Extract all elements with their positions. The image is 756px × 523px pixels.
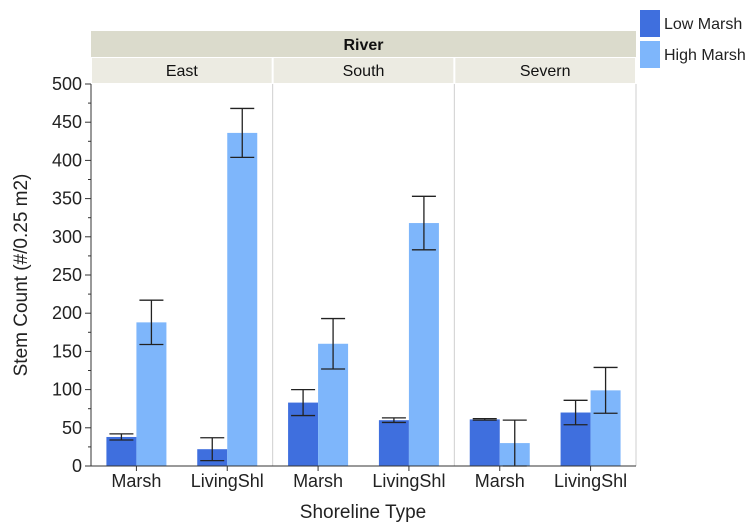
y-tick-label: 250 xyxy=(52,265,82,285)
legend-swatch-low-marsh xyxy=(640,10,660,37)
x-tick-label: LivingShl xyxy=(191,471,264,491)
facet-header-south xyxy=(273,58,454,83)
error-bar xyxy=(200,437,225,462)
x-tick-label: LivingShl xyxy=(554,471,627,491)
x-tick-label: Marsh xyxy=(111,471,161,491)
y-tick-label: 300 xyxy=(52,227,82,247)
bar-south-livingshl-high-marsh xyxy=(408,223,439,466)
error-bar xyxy=(593,366,618,414)
bar-severn-marsh-low-marsh xyxy=(469,419,500,466)
y-axis-title: Stem Count (#/0.25 m2) xyxy=(11,174,32,377)
y-tick-label: 450 xyxy=(52,112,82,132)
bar-east-marsh-high-marsh xyxy=(136,322,167,466)
error-bar xyxy=(472,417,497,421)
facet-label-east: East xyxy=(166,63,199,80)
legend: Low Marsh High Marsh xyxy=(640,10,746,68)
error-bar xyxy=(230,107,255,158)
legend-label: High Marsh xyxy=(664,47,746,64)
bar-east-livingshl-high-marsh xyxy=(227,132,258,466)
y-tick-label: 100 xyxy=(52,380,82,400)
y-tick-label: 400 xyxy=(52,150,82,170)
facet-label-severn: Severn xyxy=(520,63,571,80)
legend-swatch-high-marsh xyxy=(640,41,660,68)
error-bar xyxy=(321,317,346,370)
x-tick-label: LivingShl xyxy=(372,471,445,491)
y-tick-label: 150 xyxy=(52,341,82,361)
error-bar xyxy=(139,299,164,346)
bar-south-livingshl-low-marsh xyxy=(378,420,409,466)
facet-title: River xyxy=(343,37,383,54)
legend-label: Low Marsh xyxy=(664,16,742,33)
y-tick-label: 500 xyxy=(52,74,82,94)
x-tick-label: Marsh xyxy=(293,471,343,491)
x-axis-title: Shoreline Type xyxy=(300,502,426,523)
bar-east-marsh-low-marsh xyxy=(106,436,137,466)
error-bar xyxy=(381,417,406,424)
facet-title-band xyxy=(91,31,636,57)
facet-label-south: South xyxy=(343,63,385,80)
error-bar xyxy=(563,399,588,426)
error-bar xyxy=(109,433,134,441)
error-bar xyxy=(291,388,316,417)
y-tick-label: 0 xyxy=(72,456,82,476)
y-tick-label: 50 xyxy=(62,418,82,438)
y-tick-label: 350 xyxy=(52,189,82,209)
error-bar xyxy=(411,195,436,251)
y-tick-label: 200 xyxy=(52,303,82,323)
facet-header-east xyxy=(92,58,272,83)
facet-header-severn xyxy=(455,58,635,83)
x-tick-label: Marsh xyxy=(475,471,525,491)
